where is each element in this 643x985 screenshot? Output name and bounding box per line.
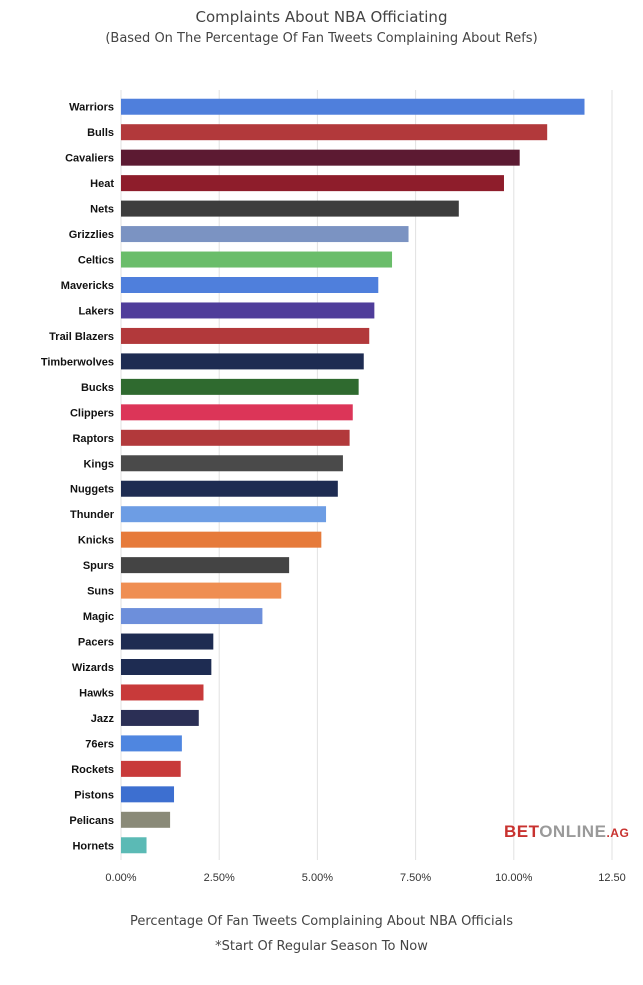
category-label: Timberwolves bbox=[41, 356, 114, 368]
bar bbox=[121, 531, 322, 548]
category-label: Bulls bbox=[87, 127, 114, 139]
x-tick-label: 0.00% bbox=[105, 872, 136, 884]
bar bbox=[121, 480, 338, 497]
category-label: Hawks bbox=[79, 687, 114, 699]
bar bbox=[121, 633, 214, 650]
bar bbox=[121, 760, 181, 777]
category-label: Rockets bbox=[71, 764, 114, 776]
category-label: Spurs bbox=[83, 560, 114, 572]
bar bbox=[121, 684, 204, 701]
brand-logo-suffix: .AG bbox=[606, 826, 630, 840]
chart-subtitle: (Based On The Percentage Of Fan Tweets C… bbox=[105, 31, 538, 46]
bar bbox=[121, 582, 282, 599]
footnote: *Start Of Regular Season To Now bbox=[215, 939, 428, 954]
bar bbox=[121, 786, 175, 803]
bar bbox=[121, 811, 171, 828]
category-label: Lakers bbox=[79, 305, 114, 317]
bar bbox=[121, 302, 375, 319]
bar bbox=[121, 735, 182, 752]
category-label: Wizards bbox=[72, 662, 114, 674]
x-tick-label: 7.50% bbox=[400, 872, 431, 884]
category-label: Cavaliers bbox=[65, 153, 114, 165]
bar bbox=[121, 277, 379, 293]
category-label: Trail Blazers bbox=[49, 331, 114, 343]
bar bbox=[121, 608, 263, 625]
chart-title: Complaints About NBA Officiating bbox=[195, 8, 448, 26]
category-label: Nuggets bbox=[70, 484, 114, 496]
category-label: Nets bbox=[90, 204, 114, 216]
bar bbox=[121, 200, 459, 217]
bar bbox=[121, 378, 359, 395]
x-tick-label: 5.00% bbox=[302, 872, 333, 884]
bar bbox=[121, 837, 147, 854]
category-label: Thunder bbox=[70, 509, 115, 521]
bar bbox=[121, 124, 548, 141]
category-label: Magic bbox=[83, 611, 114, 623]
category-label: Mavericks bbox=[61, 280, 114, 292]
brand-logo-online: ONLINE bbox=[539, 822, 607, 841]
category-label: Pistons bbox=[74, 789, 114, 801]
bar bbox=[121, 404, 353, 421]
bar bbox=[121, 251, 393, 268]
category-label: Bucks bbox=[81, 382, 114, 394]
category-label: Kings bbox=[83, 458, 114, 470]
category-label: Clippers bbox=[70, 407, 114, 419]
bar bbox=[121, 353, 364, 370]
category-label: Suns bbox=[87, 586, 114, 598]
bar bbox=[121, 226, 409, 243]
bar bbox=[121, 98, 585, 115]
category-label: Grizzlies bbox=[69, 229, 114, 241]
category-label: Pacers bbox=[78, 637, 114, 649]
bar bbox=[121, 327, 370, 344]
bar bbox=[121, 557, 290, 574]
category-label: Jazz bbox=[91, 713, 115, 725]
bar bbox=[121, 506, 327, 523]
bar bbox=[121, 429, 350, 446]
category-label: Hornets bbox=[72, 840, 114, 852]
category-label: Warriors bbox=[69, 102, 114, 114]
category-label: 76ers bbox=[85, 738, 114, 750]
x-tick-label: 2.50% bbox=[204, 872, 235, 884]
bar bbox=[121, 149, 520, 166]
brand-logo-bet: BET bbox=[504, 822, 540, 841]
x-tick-label: 12.50 bbox=[598, 872, 626, 884]
category-label: Heat bbox=[90, 178, 114, 190]
bar bbox=[121, 455, 343, 472]
x-tick-label: 10.00% bbox=[495, 872, 533, 884]
bar bbox=[121, 175, 504, 192]
bar bbox=[121, 659, 212, 675]
category-label: Knicks bbox=[78, 535, 114, 547]
bar bbox=[121, 709, 199, 726]
brand-logo: BETONLINE.AG bbox=[504, 822, 629, 842]
category-label: Raptors bbox=[72, 433, 114, 445]
category-label: Celtics bbox=[78, 255, 114, 267]
x-axis-label: Percentage Of Fan Tweets Complaining Abo… bbox=[129, 914, 513, 929]
category-label: Pelicans bbox=[69, 815, 114, 827]
